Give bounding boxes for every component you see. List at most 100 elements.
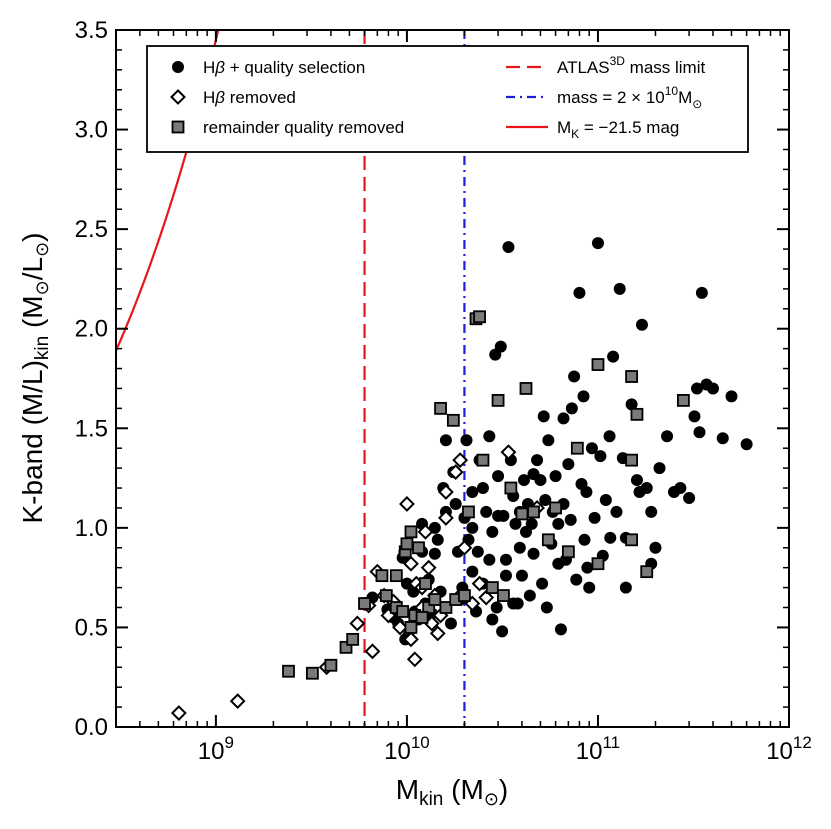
quality-removed-point xyxy=(570,441,584,455)
selected-point xyxy=(613,282,626,295)
selected-point xyxy=(568,370,581,383)
quality-removed-point xyxy=(504,481,518,495)
y-axis-title: K-band (M/L)kin (M⊙/L⊙) xyxy=(17,232,53,523)
selected-point xyxy=(486,613,499,626)
selected-point xyxy=(607,350,620,363)
selected-point xyxy=(716,432,729,445)
quality-removed-point xyxy=(428,593,442,606)
quality-removed-point xyxy=(640,565,654,579)
legend-label: MK = −21.5 mag xyxy=(557,118,679,141)
selected-point xyxy=(531,454,544,467)
selected-point xyxy=(483,553,496,566)
selected-point xyxy=(540,601,553,614)
selected-point xyxy=(580,486,593,499)
quality-removed-point xyxy=(404,525,418,539)
selected-point xyxy=(552,557,565,570)
quality-removed-point xyxy=(473,310,486,324)
selected-point xyxy=(499,553,512,566)
selected-point xyxy=(674,482,687,495)
legend-label: Hβ removed xyxy=(203,88,296,107)
quality-removed-point xyxy=(591,358,605,371)
selected-point xyxy=(517,474,530,487)
selected-point xyxy=(591,237,604,250)
selected-point xyxy=(564,513,577,526)
selected-point xyxy=(490,601,503,614)
selected-point xyxy=(554,623,567,636)
selected-point xyxy=(492,509,505,522)
y-tick-label: 2.5 xyxy=(75,216,108,243)
selected-point xyxy=(509,517,522,530)
selected-point xyxy=(471,545,484,558)
selected-point xyxy=(486,525,499,538)
legend-label: ATLAS3D mass limit xyxy=(557,54,705,77)
selected-point xyxy=(583,581,596,594)
quality-removed-point xyxy=(339,640,353,654)
quality-removed-point xyxy=(400,537,414,551)
quality-removed-point xyxy=(379,589,393,602)
selected-point xyxy=(494,340,507,353)
quality-removed-point xyxy=(591,557,605,571)
selected-point xyxy=(557,412,570,425)
selected-point xyxy=(523,589,536,602)
selected-point xyxy=(581,561,594,574)
selected-point xyxy=(562,458,575,471)
selected-point xyxy=(688,410,701,423)
selected-point xyxy=(444,617,457,630)
x-axis-title: Mkin (M⊙) xyxy=(396,774,508,810)
selected-point xyxy=(552,517,565,530)
quality-removed-point xyxy=(476,453,490,467)
selected-point xyxy=(630,474,643,487)
selected-point xyxy=(515,569,528,582)
quality-removed-point xyxy=(404,621,418,634)
magnitude-curve-layer xyxy=(116,30,220,352)
legend-label: Hβ + quality selection xyxy=(203,58,365,77)
selected-point xyxy=(466,486,479,499)
selected-point xyxy=(578,533,591,546)
selected-point xyxy=(496,625,509,638)
selected-point xyxy=(585,442,598,455)
quality-removed-point xyxy=(549,501,562,515)
hbeta-removed-point xyxy=(447,464,464,481)
selected-point xyxy=(511,597,524,610)
x-tick-label: 109 xyxy=(198,733,234,765)
selected-point xyxy=(525,517,538,530)
selected-point xyxy=(594,450,607,463)
selected-point xyxy=(610,505,623,518)
y-tick-label: 1.5 xyxy=(75,415,108,442)
selected-point xyxy=(577,390,590,403)
selected-point xyxy=(527,547,540,560)
quality-removed-point xyxy=(446,413,460,427)
hbeta-removed-point xyxy=(229,693,246,710)
hbeta-removed-point xyxy=(438,484,454,500)
x-tick-label: 1010 xyxy=(384,733,430,765)
quality-removed-point xyxy=(625,453,639,467)
quality-removed-point xyxy=(415,611,429,624)
quality-removed-point xyxy=(396,605,410,618)
selected-point xyxy=(653,462,666,475)
selected-point xyxy=(691,382,704,395)
selected-point xyxy=(483,430,496,443)
mk-curve xyxy=(116,30,220,352)
legend: Hβ + quality selection Hβ removed remainde… xyxy=(146,45,749,153)
legend-marker-filled-circle xyxy=(172,61,184,73)
quality-removed-point xyxy=(630,407,644,421)
selected-point xyxy=(502,241,515,254)
selected-point xyxy=(466,565,479,578)
legend-box xyxy=(146,45,749,153)
quality-removed-point xyxy=(389,569,403,583)
selected-point xyxy=(539,493,552,506)
hbeta-removed-point xyxy=(471,575,488,592)
hbeta-removed-point xyxy=(364,643,381,660)
selected-point xyxy=(460,434,473,447)
quality-removed-point xyxy=(419,577,432,591)
quality-removed-point xyxy=(519,382,533,395)
selected-point xyxy=(573,286,586,299)
quality-removed-point xyxy=(412,541,425,555)
quality-removed-point xyxy=(561,545,575,559)
hbeta-removed-point xyxy=(170,705,187,721)
hbeta-removed-point xyxy=(438,509,454,526)
selected-point xyxy=(570,573,583,586)
quality-removed-point xyxy=(358,597,371,610)
selected-point xyxy=(449,497,462,510)
